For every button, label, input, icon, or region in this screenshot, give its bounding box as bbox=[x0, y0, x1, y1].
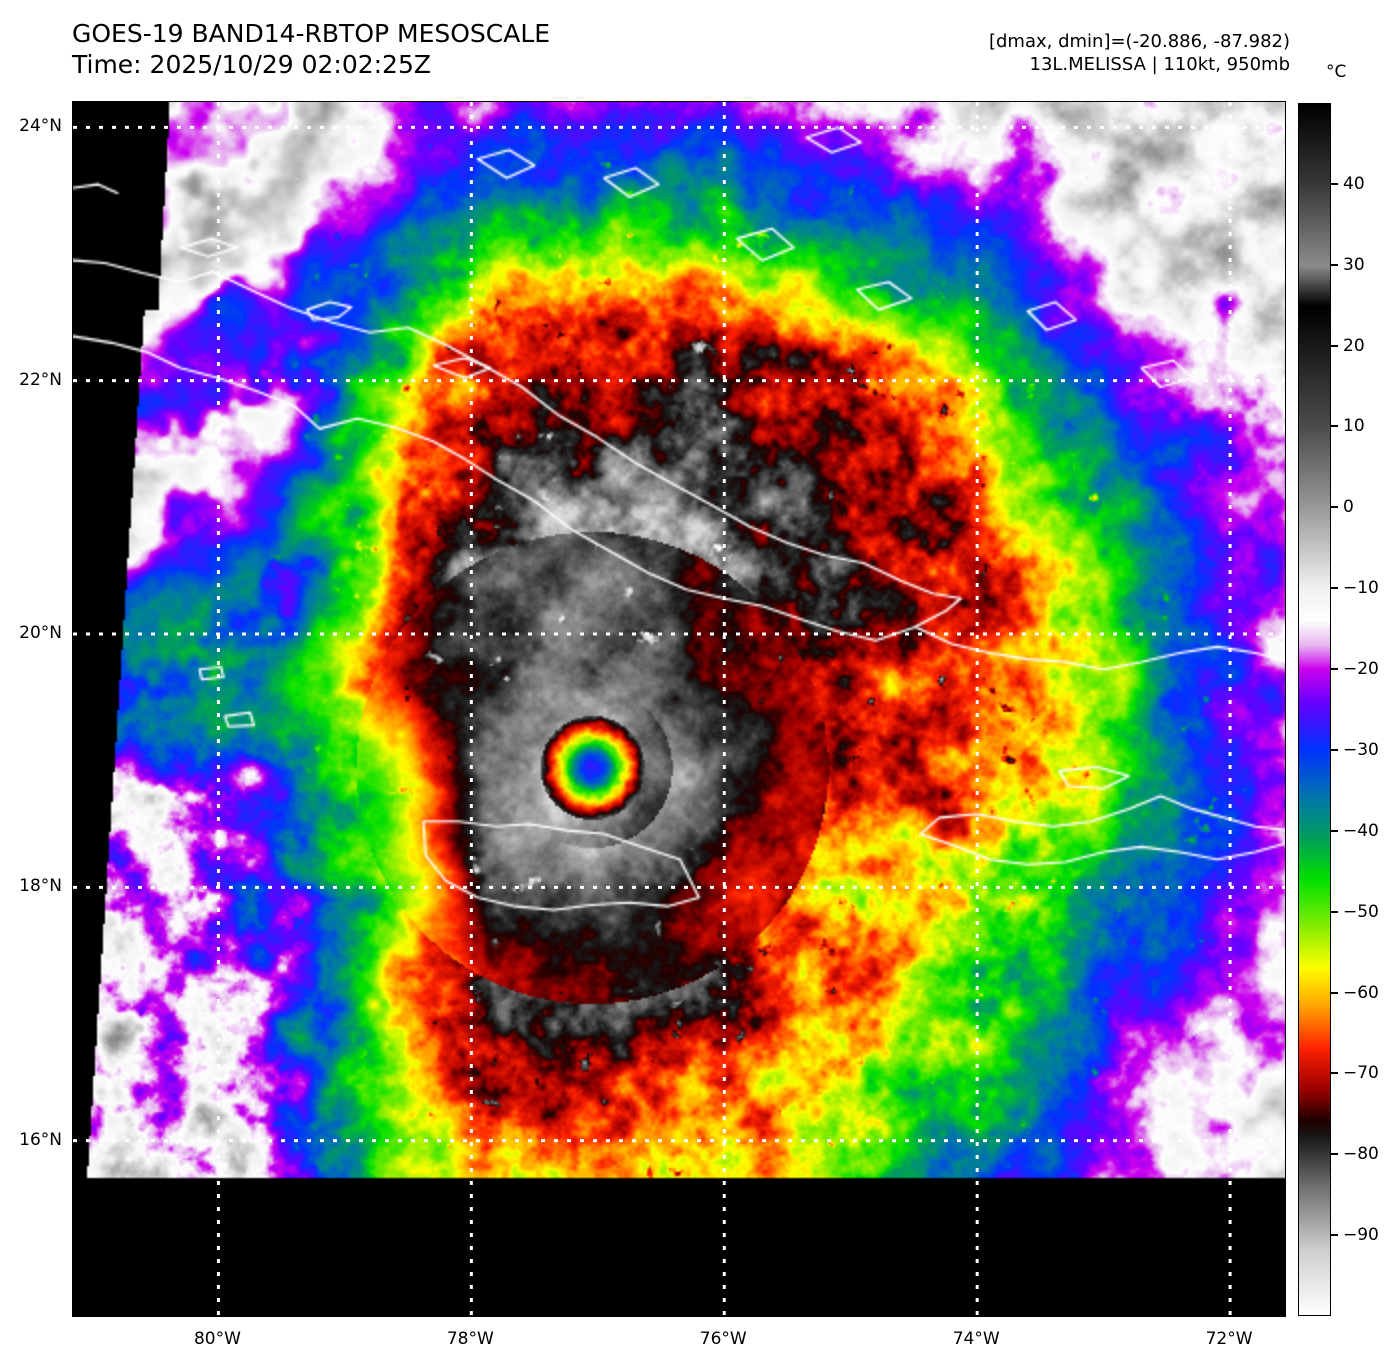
page-title: GOES-19 BAND14-RBTOP MESOSCALE bbox=[72, 19, 551, 48]
colorbar-tick-mark bbox=[1331, 587, 1338, 590]
data-range-label: [dmax, dmin]=(-20.886, -87.982) bbox=[988, 31, 1290, 52]
colorbar-tick-label: −80 bbox=[1343, 1144, 1379, 1165]
longitude-tick-label: 72°W bbox=[1205, 1329, 1253, 1349]
colorbar-tick-label: −60 bbox=[1343, 982, 1379, 1003]
colorbar-tick-mark bbox=[1331, 991, 1338, 994]
colorbar-tick-label: −70 bbox=[1343, 1063, 1379, 1084]
colorbar-tick-mark bbox=[1331, 263, 1338, 266]
colorbar-tick-mark bbox=[1331, 1072, 1338, 1075]
latitude-tick-label: 22°N bbox=[19, 369, 62, 390]
colorbar-tick-mark bbox=[1331, 182, 1338, 185]
colorbar-tick-mark bbox=[1331, 425, 1338, 428]
colorbar-tick-mark bbox=[1331, 344, 1338, 347]
colorbar-unit-label: °C bbox=[1326, 62, 1347, 82]
longitude-tick-label: 78°W bbox=[446, 1329, 494, 1349]
colorbar-tick-label: −30 bbox=[1343, 739, 1379, 760]
colorbar-tick-mark bbox=[1331, 829, 1338, 832]
colorbar-tick-label: −40 bbox=[1343, 820, 1379, 841]
colorbar-tick-label: −50 bbox=[1343, 901, 1379, 922]
colorbar-tick-label: −90 bbox=[1343, 1225, 1379, 1246]
latitude-tick-label: 20°N bbox=[19, 623, 62, 643]
colorbar-tick-mark bbox=[1331, 1153, 1338, 1156]
lat-lon-gridlines bbox=[73, 102, 1285, 1316]
storm-info-label: 13L.MELISSA | 110kt, 950mb bbox=[1029, 54, 1291, 75]
latitude-tick-label: 24°N bbox=[19, 116, 62, 137]
colorbar-tick-mark bbox=[1331, 748, 1338, 751]
colorbar-tick-label: 30 bbox=[1343, 254, 1365, 275]
colorbar-tick-mark bbox=[1331, 668, 1338, 671]
longitude-tick-label: 74°W bbox=[952, 1329, 1000, 1349]
annotation-block: [dmax, dmin]=(-20.886, -87.982) 13L.MELI… bbox=[989, 30, 1290, 76]
colorbar-tick-label: 20 bbox=[1343, 335, 1365, 356]
latitude-tick-label: 16°N bbox=[19, 1129, 62, 1150]
colorbar-tick-label: 10 bbox=[1343, 416, 1365, 437]
timestamp-label: Time: 2025/10/29 02:02:25Z bbox=[72, 50, 431, 79]
infrared-imagery bbox=[73, 102, 1285, 1316]
colorbar-tick-mark bbox=[1331, 1234, 1338, 1237]
latitude-tick-label: 18°N bbox=[19, 876, 62, 897]
colorbar-tick-label: −20 bbox=[1343, 659, 1379, 680]
title-block: GOES-19 BAND14-RBTOP MESOSCALE Time: 202… bbox=[72, 18, 550, 80]
colorbar-tick-label: 0 bbox=[1343, 497, 1354, 518]
longitude-tick-label: 76°W bbox=[699, 1329, 747, 1349]
colorbar-gradient bbox=[1299, 104, 1330, 1315]
colorbar[interactable] bbox=[1298, 103, 1331, 1316]
colorbar-tick-mark bbox=[1331, 506, 1338, 509]
colorbar-tick-mark bbox=[1331, 910, 1338, 913]
colorbar-tick-label: 40 bbox=[1343, 173, 1365, 194]
colorbar-tick-label: −10 bbox=[1343, 578, 1379, 599]
colorbar-ticks: 40 30 20 10 0 −10 −20 −30 −40 −50 −60 −70 −80 −90 bbox=[1331, 103, 1390, 1316]
satellite-plot[interactable] bbox=[72, 101, 1286, 1317]
copyright-label: Copyright © 2020-2025 Dapiya bbox=[12, 1325, 338, 1346]
